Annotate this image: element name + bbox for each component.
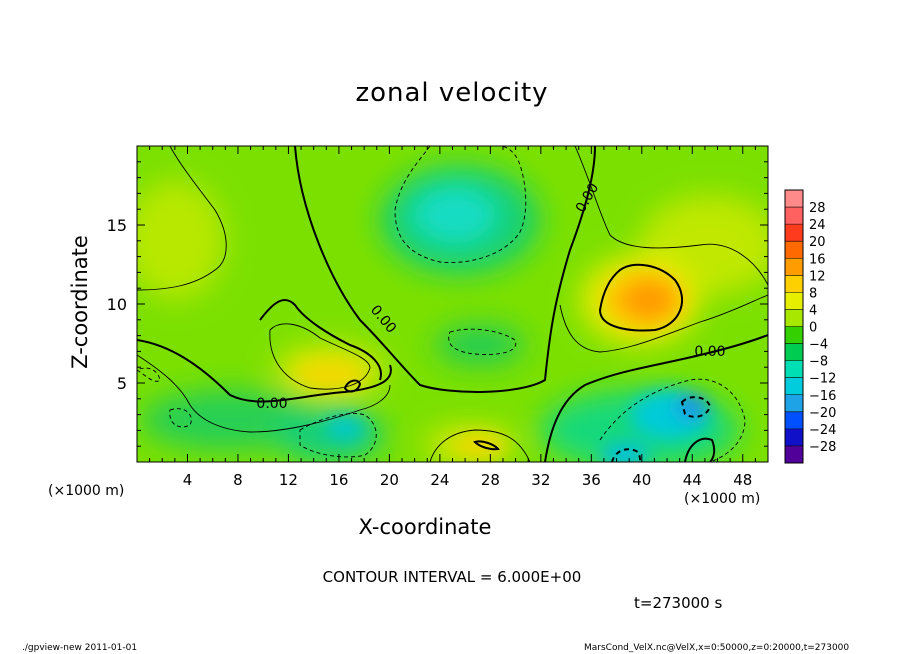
x-tick-label: 28: [481, 471, 500, 489]
x-unit-label-right: (×1000 m): [684, 491, 761, 507]
colorbar-label: −12: [809, 372, 836, 387]
colorbar-box: [785, 292, 803, 310]
x-tick-label: 44: [683, 471, 702, 489]
colorbar-box: [785, 445, 803, 463]
x-axis: 4 8 12 16 20 24 28 32 36 40 44 48: [149, 146, 756, 489]
colorbar-box: [785, 326, 803, 344]
x-tick-label: 32: [531, 471, 550, 489]
y-tick-label: 15: [107, 216, 127, 235]
colorbar-label: 8: [809, 286, 817, 301]
colorbar-label: 4: [809, 303, 817, 318]
colorbar-box: [785, 394, 803, 412]
colorbar-box: [785, 343, 803, 361]
y-tick-label: 5: [117, 374, 127, 393]
x-tick-label: 24: [430, 471, 449, 489]
colorbar-box: [785, 411, 803, 429]
contour-interval: CONTOUR INTERVAL = 6.000E+00: [322, 568, 582, 586]
x-tick-label: 48: [733, 471, 752, 489]
x-tick-label: 12: [279, 471, 298, 489]
colorbar-box: [785, 377, 803, 395]
x-tick-label: 20: [380, 471, 399, 489]
y-tick-label: 10: [107, 295, 127, 314]
footer-left: ./gpview-new 2011-01-01: [22, 643, 138, 653]
colorbar-label: −28: [809, 440, 836, 455]
x-unit-label-left: (×1000 m): [48, 483, 125, 499]
x-tick-label: 16: [329, 471, 348, 489]
colorbar-box: [785, 207, 803, 225]
y-axis: 5 10 15: [107, 161, 768, 447]
colorbar-label: 16: [809, 252, 826, 267]
colorbar-box: [785, 258, 803, 276]
colorbar-label: 28: [809, 201, 826, 216]
chart-title: zonal velocity: [355, 78, 549, 108]
colorbar-label: −24: [809, 423, 836, 438]
x-tick-label: 4: [183, 471, 193, 489]
colorbar-box: [785, 241, 803, 259]
x-tick-label: 8: [233, 471, 243, 489]
colorbar-label: −8: [809, 355, 828, 370]
colorbar-box: [785, 224, 803, 242]
colorbar-label: −16: [809, 389, 836, 404]
x-axis-label: X-coordinate: [358, 515, 492, 539]
colorbar-label: 0: [809, 321, 817, 336]
colorbar-label: 12: [809, 269, 826, 284]
velocity-field: [137, 146, 768, 462]
colorbar-box: [785, 275, 803, 293]
colorbar-box: [785, 190, 803, 208]
colorbar-label: −20: [809, 406, 836, 421]
colorbar-label: −4: [809, 338, 828, 353]
colorbar-box: [785, 360, 803, 378]
time-label: t=273000 s: [634, 594, 723, 612]
footer-right: MarsCond_VelX.nc@VelX,x=0:50000,z=0:2000…: [584, 643, 850, 653]
x-tick-label: 40: [632, 471, 651, 489]
colorbar-box: [785, 309, 803, 327]
colorbar-box: [785, 428, 803, 446]
contour-label: 0.00: [256, 396, 287, 412]
colorbar: 28 24 20 16 12 8 4 0 −4 −8 −12 −16 −20 −24 −28: [784, 189, 836, 464]
contour-lines: [137, 146, 768, 462]
x-tick-label: 36: [582, 471, 601, 489]
colorbar-label: 20: [809, 235, 826, 250]
y-axis-label: Z-coordinate: [68, 235, 92, 369]
colorbar-label: 24: [809, 218, 826, 233]
contour-label: 0.00: [694, 344, 725, 360]
